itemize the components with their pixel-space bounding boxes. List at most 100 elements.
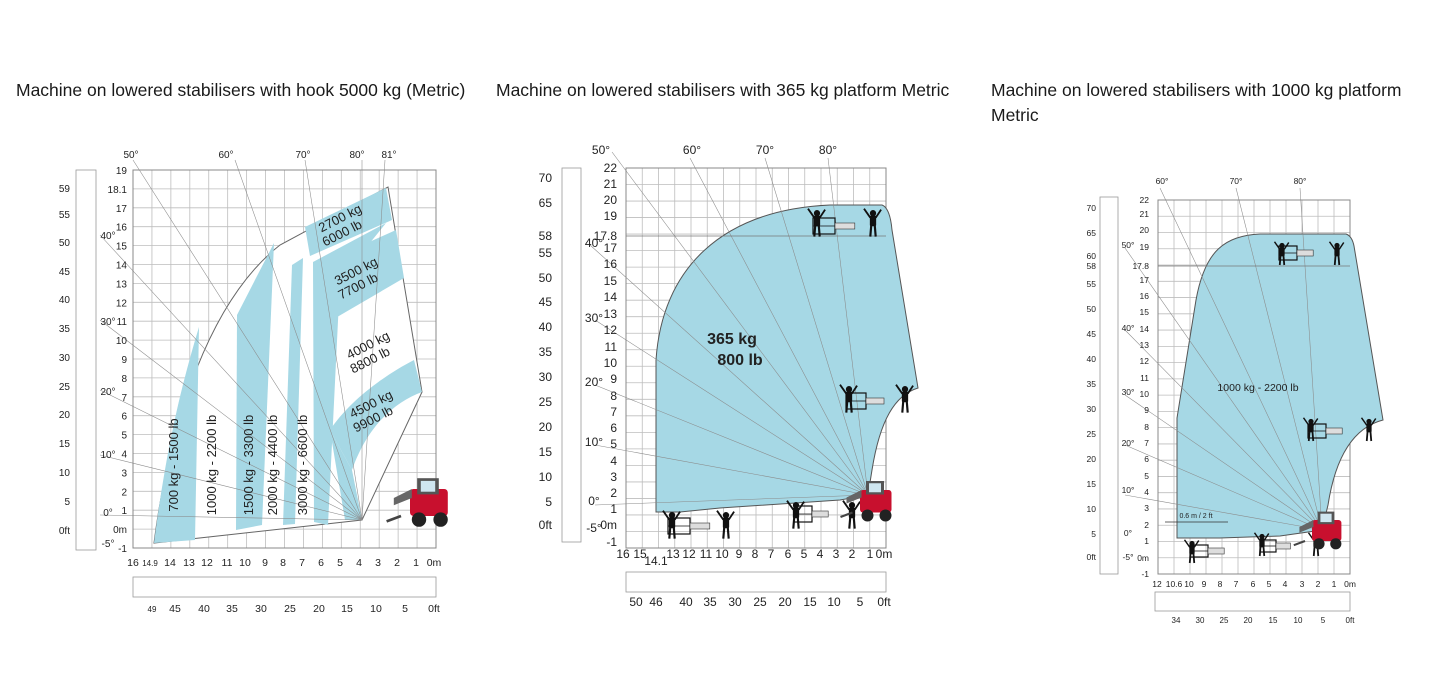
y-m-tick-label: 7 <box>610 405 617 419</box>
angle-rays <box>589 151 869 506</box>
y-m-tick-label: 3 <box>121 468 127 479</box>
y-ft-tick-label: 25 <box>539 395 553 409</box>
y-m-tick-label: 1 <box>1144 536 1149 546</box>
chart-platform-1000: 2221201917.817161514131211109876543210m-… <box>1087 176 1384 625</box>
angle-label-top: 81° <box>381 150 396 161</box>
angle-label-left: 10° <box>1122 485 1135 495</box>
x-m-tick-label: 12 <box>682 547 696 561</box>
angle-ray <box>594 444 869 496</box>
x-ft-tick-label: 45 <box>169 603 181 615</box>
x-m-tick-label: 3 <box>1300 579 1305 589</box>
y-ft-tick-label: 45 <box>539 295 553 309</box>
angle-ray <box>589 244 869 496</box>
angle-rays <box>99 159 386 521</box>
x-ft-tick-label: 25 <box>1220 616 1229 625</box>
angle-label-left: -5° <box>102 539 115 550</box>
telehandler-machine-icon <box>1293 511 1342 550</box>
y-m-tick-label: 1 <box>121 506 127 517</box>
angle-ray <box>594 384 869 496</box>
x-m-tick-label: 14 <box>164 557 176 569</box>
x-ft-tick-label: 34 <box>1172 616 1181 625</box>
y-m-tick-label: 22 <box>1140 195 1150 205</box>
angle-ray <box>594 319 869 496</box>
zone-load-label: 365 kg <box>707 331 757 348</box>
x-m-tick-label: 16 <box>616 547 630 561</box>
x-ft-tick-label: 25 <box>284 603 296 615</box>
x-ft-tick-label: 50 <box>629 595 643 609</box>
y-ft-tick-label: 55 <box>59 210 71 221</box>
y-ft-tick-label: 35 <box>1087 379 1097 389</box>
y-ft-tick-label: 10 <box>539 470 553 484</box>
x-ft-tick-label: 10 <box>1294 616 1303 625</box>
x-m-tick-label: 10.6 <box>1166 579 1183 589</box>
x-m-tick-label: 5 <box>1267 579 1272 589</box>
y-ft-tick-label: 20 <box>1087 454 1097 464</box>
angle-label-left: 50° <box>1122 240 1135 250</box>
y-ft-tick-label: 10 <box>59 468 71 479</box>
y-m-tick-label: 17 <box>604 241 618 255</box>
angle-label-left: -5° <box>586 521 602 535</box>
x-m-tick-label: 9 <box>1202 579 1207 589</box>
y-m-tick-label: 20 <box>1140 225 1150 235</box>
ft-scale-bottom <box>625 571 887 593</box>
y-m-tick-label: 16 <box>604 257 618 271</box>
x-m-tick-label: 10 <box>715 547 729 561</box>
x-ft-tick-label: 25 <box>753 595 767 609</box>
x-m-tick-label: 12 <box>201 557 213 569</box>
x-m-tick-label: 0m <box>427 557 442 569</box>
platform-basket-icon <box>1259 539 1291 553</box>
y-m-tick-label: -1 <box>118 544 127 555</box>
y-ft-tick-label: 40 <box>1087 354 1097 364</box>
angle-label-left: 10° <box>100 450 115 461</box>
y-m-tick-label: 18.1 <box>108 185 128 196</box>
worker-icon <box>842 500 861 529</box>
y-ft-tick-label: 25 <box>59 382 71 393</box>
y-m-tick-label: 14 <box>116 261 128 272</box>
y-ft-tick-label: 45 <box>59 267 71 278</box>
x-m-tick-label: 15 <box>633 547 647 561</box>
x-m-tick-label: 0m <box>876 547 893 561</box>
x-ft-tick-label: 10 <box>370 603 382 615</box>
platform-basket-icon <box>1307 423 1343 439</box>
angle-ray <box>689 157 869 496</box>
y-m-tick-label: 0m <box>1137 553 1149 563</box>
x-m-tick-label: 11 <box>222 557 233 569</box>
x-ft-tick-label: 0ft <box>1346 616 1356 625</box>
y-ft-tick-label: 30 <box>59 353 71 364</box>
y-ft-tick-label: 40 <box>539 320 553 334</box>
platform-envelope-1000 <box>1176 233 1384 539</box>
y-m-tick-label: 11 <box>1140 373 1149 383</box>
x-m-tick-label: 12 <box>1152 579 1162 589</box>
angle-label-left: -5° <box>1123 552 1134 562</box>
y-m-tick-label: 17 <box>1140 275 1150 285</box>
angle-ray <box>234 159 363 521</box>
angle-label-top: 60° <box>683 143 701 157</box>
platform-envelope-365 <box>655 204 919 513</box>
telehandler-machine-icon <box>386 478 448 527</box>
angle-label-left: 20° <box>585 375 603 389</box>
y-m-tick-label: 4 <box>610 454 617 468</box>
chart-hook-5000: 1918.117161514131211109876543210m-159555… <box>59 150 448 615</box>
angle-ray <box>764 157 869 496</box>
y-m-tick-label: 17.8 <box>594 229 618 243</box>
angle-ray <box>1124 444 1323 531</box>
y-m-tick-label: 3 <box>610 470 617 484</box>
x-m-tick-label: 10 <box>239 557 251 569</box>
y-ft-tick-label: 70 <box>539 171 553 185</box>
y-ft-tick-label: 5 <box>64 497 70 508</box>
x-m-tick-label: 8 <box>1218 579 1223 589</box>
x-ft-tick-label: 15 <box>803 595 817 609</box>
zone-2000kg <box>283 258 303 525</box>
y-m-tick-label: 6 <box>121 412 127 423</box>
angle-label-left: 40° <box>100 231 115 242</box>
zone-3500kg <box>325 230 404 320</box>
zone-load-label: 800 lb <box>717 352 763 369</box>
y-m-tick-label: 9 <box>610 372 617 386</box>
y-m-tick-label: 10 <box>1140 389 1150 399</box>
y-m-tick-label: 20 <box>604 193 618 207</box>
angle-ray <box>132 159 363 521</box>
y-m-tick-label: 9 <box>1144 405 1149 415</box>
x-m-tick-label: 6 <box>785 547 792 561</box>
angle-ray <box>1159 187 1323 531</box>
